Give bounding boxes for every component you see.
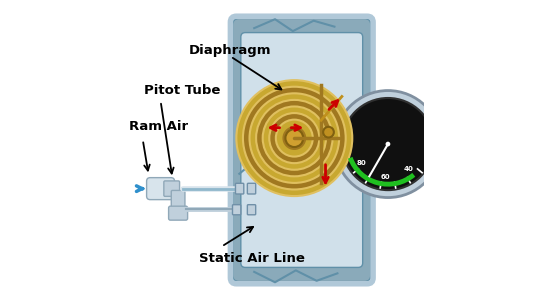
Circle shape	[263, 106, 326, 170]
Circle shape	[270, 113, 320, 163]
Text: 80: 80	[356, 160, 366, 166]
FancyBboxPatch shape	[171, 190, 185, 214]
FancyBboxPatch shape	[232, 18, 372, 282]
Circle shape	[250, 93, 339, 183]
Circle shape	[386, 142, 390, 146]
Text: Static Air Line: Static Air Line	[199, 252, 305, 265]
Circle shape	[283, 126, 306, 150]
FancyBboxPatch shape	[233, 205, 241, 215]
FancyBboxPatch shape	[248, 183, 256, 194]
Circle shape	[256, 100, 333, 176]
Circle shape	[236, 80, 353, 196]
FancyBboxPatch shape	[241, 33, 362, 267]
Text: Diaphragm: Diaphragm	[189, 44, 271, 57]
FancyBboxPatch shape	[147, 178, 174, 200]
Circle shape	[323, 127, 334, 137]
Text: Ram Air: Ram Air	[129, 120, 189, 133]
Circle shape	[334, 91, 442, 198]
FancyBboxPatch shape	[169, 206, 188, 220]
Text: Pitot Tube: Pitot Tube	[144, 84, 221, 97]
Text: 60: 60	[380, 174, 390, 180]
FancyBboxPatch shape	[235, 183, 244, 194]
Circle shape	[243, 87, 346, 190]
FancyBboxPatch shape	[248, 205, 256, 215]
Circle shape	[342, 98, 434, 190]
Circle shape	[285, 129, 303, 147]
Text: 40: 40	[404, 166, 414, 172]
FancyBboxPatch shape	[164, 181, 180, 197]
Circle shape	[276, 120, 313, 157]
